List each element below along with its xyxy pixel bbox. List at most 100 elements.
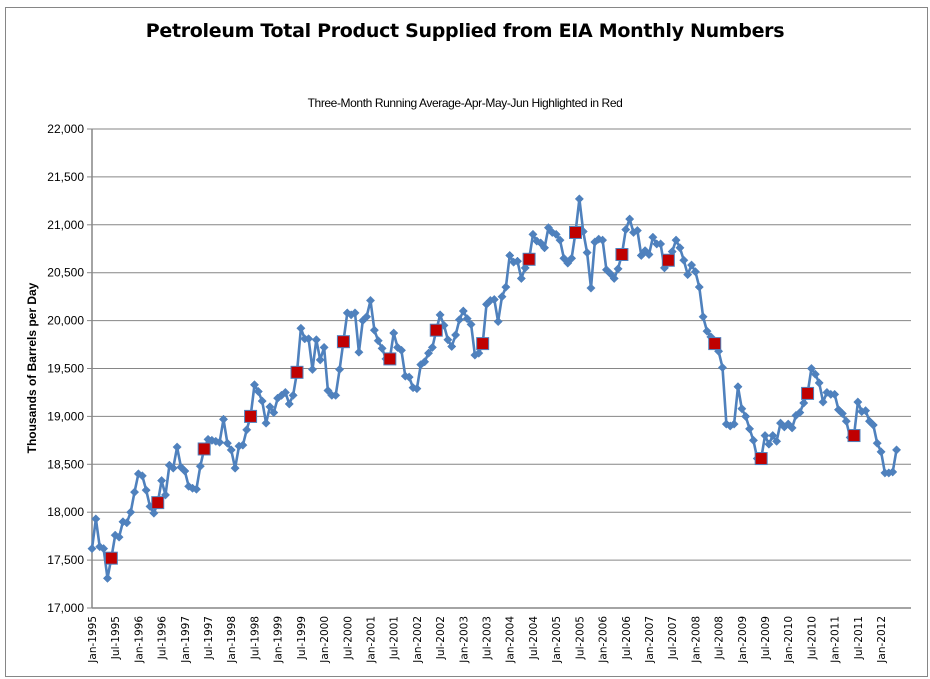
highlight-point [336, 335, 350, 349]
data-point [129, 487, 140, 497]
x-tick-label: Jan-2008 [690, 616, 702, 664]
y-tick-label: 20,000 [47, 314, 84, 328]
data-point [377, 343, 387, 353]
data-point [861, 406, 871, 416]
x-tick-label: Jan-2003 [458, 616, 470, 664]
data-point [632, 225, 642, 236]
data-point [257, 396, 267, 406]
data-point [389, 328, 399, 338]
data-point [582, 248, 592, 258]
data-point [764, 439, 774, 449]
x-tick-label: Jan-1999 [273, 616, 285, 664]
y-axis-ticks: 17,000 17,500 18,000 18,500 19,000 19,500 20,0… [47, 122, 92, 615]
data-point [137, 471, 147, 481]
x-tick-label: Jan-2010 [783, 616, 795, 664]
data-point [772, 436, 782, 446]
data-point [218, 414, 229, 424]
data-point [230, 463, 240, 473]
data-point [690, 267, 700, 277]
data-point [443, 335, 453, 345]
data-point [466, 319, 476, 329]
y-tick-label: 18,000 [47, 505, 84, 519]
y-tick-label: 21,000 [47, 218, 84, 232]
data-point [423, 348, 434, 358]
highlight-point [104, 551, 118, 565]
data-point [516, 273, 526, 284]
data-point [304, 334, 314, 344]
data-point [733, 382, 743, 392]
gridlines [92, 128, 911, 561]
data-point [717, 362, 728, 373]
data-point [369, 325, 379, 335]
data-point [238, 440, 248, 450]
data-point [307, 364, 318, 375]
data-point [195, 461, 205, 471]
data-point [818, 397, 828, 407]
data-point [435, 310, 445, 320]
highlight-point [244, 409, 258, 423]
x-tick-label: Jan-2012 [876, 616, 888, 664]
data-point [737, 404, 747, 414]
highlight-point [522, 252, 536, 266]
x-tick-label: Jul-1998 [249, 616, 261, 660]
data-point [296, 323, 306, 333]
data-point [454, 315, 465, 325]
highlight-point [801, 386, 815, 400]
data-point [501, 282, 511, 292]
data-point [540, 243, 550, 253]
data-point [891, 445, 902, 455]
data-point [160, 490, 171, 500]
highlight-point [708, 337, 722, 351]
y-tick-label: 19,000 [47, 409, 84, 423]
chart-title: Petroleum Total Product Supplied from EI… [145, 20, 785, 42]
x-tick-label: Jan-1998 [226, 616, 238, 664]
data-point [350, 308, 360, 318]
data-point [814, 378, 824, 388]
data-point [748, 435, 758, 445]
data-point [458, 306, 468, 316]
data-point [462, 314, 472, 324]
x-tick-label: Jan-2000 [319, 616, 331, 664]
data-point [265, 402, 275, 412]
x-tick-label: Jul-1999 [296, 616, 308, 660]
x-tick-label: Jul-1995 [110, 616, 122, 660]
data-point [876, 447, 886, 457]
x-tick-label: Jul-2001 [389, 616, 401, 660]
data-point [586, 283, 596, 293]
data-point [319, 342, 329, 352]
x-tick-label: Jul-2000 [342, 616, 354, 660]
data-point [686, 260, 697, 270]
data-point [787, 423, 797, 433]
x-tick-label: Jan-2009 [737, 616, 749, 664]
highlight-point [661, 253, 675, 267]
data-point [551, 229, 561, 239]
x-tick-label: Jan-2002 [412, 616, 424, 664]
data-point [226, 445, 236, 455]
data-point [102, 573, 113, 583]
data-point [261, 418, 271, 428]
y-tick-label: 21,500 [47, 170, 84, 184]
data-point [497, 292, 507, 302]
chart-subtitle: Three-Month Running Average-Apr-May-Jun … [307, 96, 623, 110]
data-point [373, 336, 383, 346]
data-point [87, 544, 97, 554]
data-point [420, 357, 430, 367]
data-point [157, 476, 167, 486]
data-point [91, 514, 101, 524]
y-tick-label: 19,500 [47, 362, 84, 376]
y-axis-label: Thousands of Barrels per Day [25, 282, 39, 453]
highlight-point [197, 442, 211, 456]
data-point [284, 399, 294, 409]
data-point [799, 398, 809, 408]
x-tick-label: Jan-1996 [133, 616, 145, 664]
y-tick-label: 17,000 [47, 601, 84, 615]
data-point [671, 235, 681, 245]
data-point [512, 256, 523, 266]
data-point [288, 390, 298, 400]
series-line [90, 197, 898, 580]
x-tick-label: Jul-2008 [714, 616, 726, 660]
data-point [365, 295, 376, 306]
data-point [396, 345, 406, 355]
data-point [613, 264, 623, 274]
data-point [837, 408, 847, 419]
